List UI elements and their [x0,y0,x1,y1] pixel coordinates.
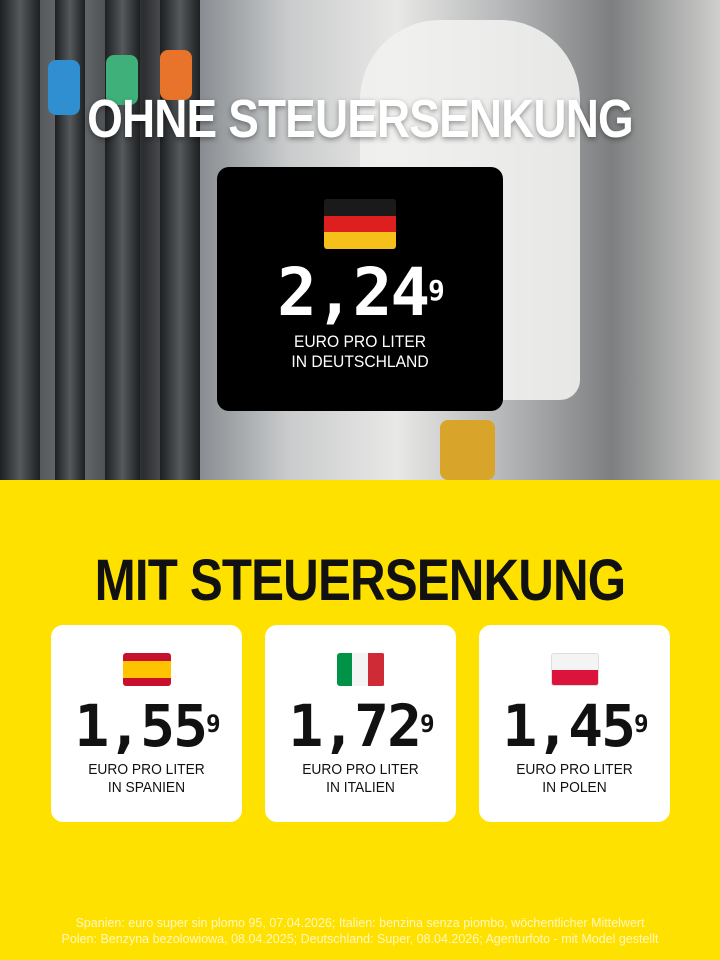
germany-price: 2,249 [277,254,445,331]
poland-price: 1,459 [502,692,648,760]
italy-price-card: 1,729 EURO PRO LITER IN ITALIEN [265,625,456,822]
source-footnote: Spanien: euro super sin plomo 95, 07.04.… [0,915,720,947]
poland-price-card: 1,459 EURO PRO LITER IN POLEN [479,625,670,822]
section-title: MIT STEUERSENKUNG [94,548,626,613]
italy-price: 1,729 [288,692,434,760]
green-nozzle [106,55,138,105]
footnote-line-2: Polen: Benzyna bezolowiowa, 08.04.2025; … [61,932,659,946]
spain-price-card: 1,559 EURO PRO LITER IN SPANIEN [51,625,242,822]
italy-country: IN ITALIEN [326,779,395,796]
italy-flag-icon [336,653,385,686]
orange-nozzle [160,50,192,100]
germany-price-card: 2,249 EURO PRO LITER IN DEUTSCHLAND [217,167,503,411]
blue-nozzle [48,60,80,115]
italy-unit: EURO PRO LITER [302,761,419,778]
header-title: OHNE STEUERSENKUNG [87,89,634,149]
footnote-line-1: Spanien: euro super sin plomo 95, 07.04.… [75,916,645,930]
spain-unit: EURO PRO LITER [88,761,205,778]
yellow-nozzle [440,420,495,480]
germany-unit: EURO PRO LITER [293,332,427,351]
poland-flag-icon [550,653,599,686]
poland-unit: EURO PRO LITER [516,761,633,778]
germany-flag-icon [324,199,396,249]
fuel-pump [0,0,40,480]
spain-country: IN SPANIEN [107,779,186,796]
poland-country: IN POLEN [542,779,607,796]
spain-flag-icon [122,653,171,686]
germany-country: IN DEUTSCHLAND [291,352,429,371]
spain-price: 1,559 [74,692,220,760]
